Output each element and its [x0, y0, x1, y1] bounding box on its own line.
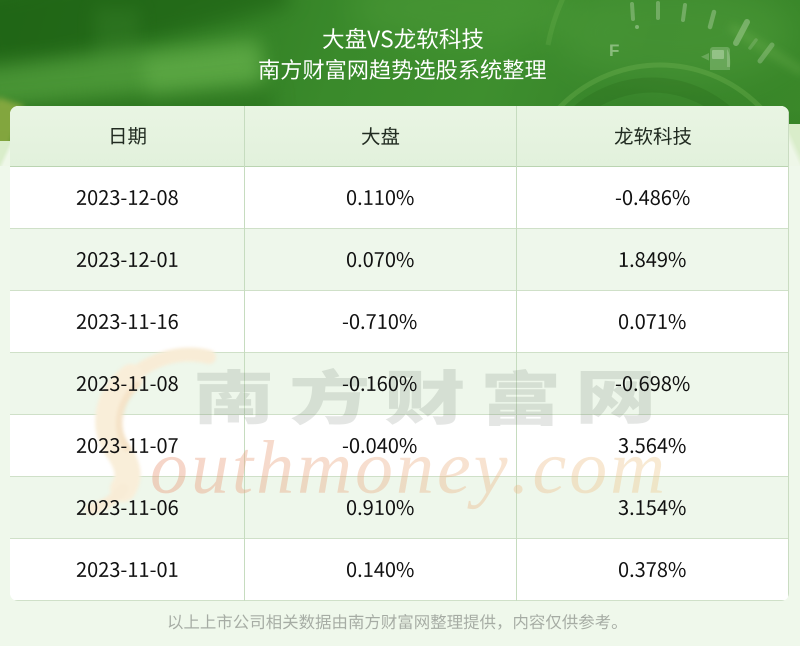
- svg-text:F: F: [609, 41, 619, 60]
